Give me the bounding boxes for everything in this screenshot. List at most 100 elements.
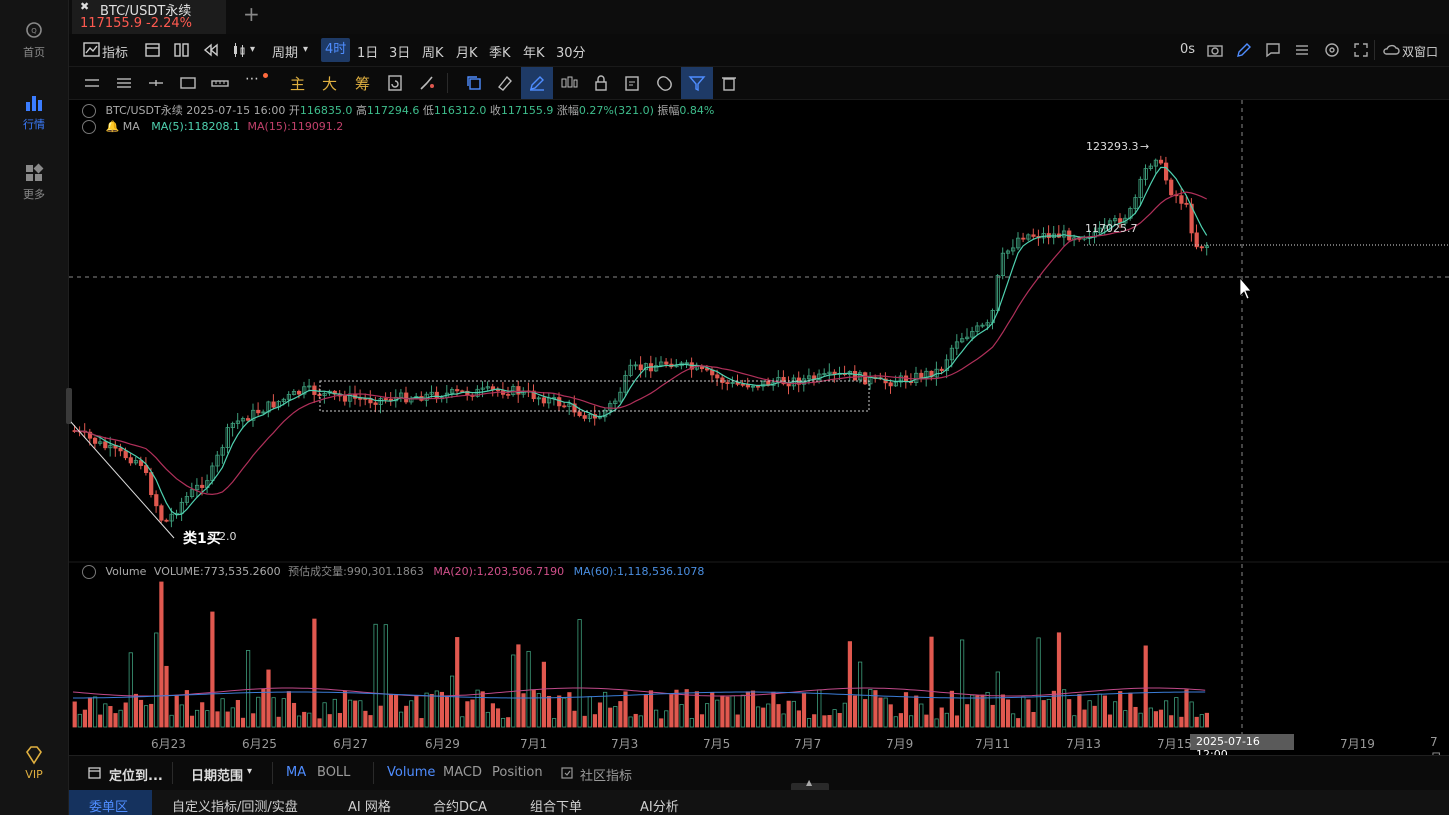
- candle: [536, 397, 541, 400]
- volume-bar: [995, 671, 1000, 728]
- interval-week[interactable]: 周K: [422, 46, 444, 61]
- settings-icon[interactable]: [1322, 40, 1342, 60]
- price-chart[interactable]: [69, 100, 1449, 755]
- candle-type-icon[interactable]: [230, 40, 250, 60]
- lock-icon[interactable]: [591, 73, 611, 93]
- chevron-down-icon[interactable]: ▾: [250, 44, 256, 55]
- period-button[interactable]: 周期: [272, 46, 299, 61]
- trash-icon[interactable]: [719, 73, 739, 93]
- range-box: [319, 380, 870, 412]
- candle: [480, 387, 485, 390]
- rectangle-icon[interactable]: [178, 73, 198, 93]
- magnet-icon[interactable]: [655, 73, 675, 93]
- layout-icon[interactable]: [172, 40, 192, 60]
- rail-item-market[interactable]: 行情: [0, 92, 68, 132]
- filter-icon[interactable]: [687, 73, 707, 93]
- main-chip-button[interactable]: 主: [290, 75, 306, 93]
- ind-tab-position[interactable]: Position: [492, 765, 543, 780]
- chip-distribution-button[interactable]: 筹: [355, 75, 371, 93]
- channel-icon[interactable]: [114, 73, 134, 93]
- fullscreen-icon[interactable]: [1351, 40, 1371, 60]
- panel-tab-orders[interactable]: 委单区: [69, 790, 152, 815]
- indicator-icon[interactable]: [82, 40, 102, 60]
- interval-month[interactable]: 月K: [456, 46, 478, 61]
- volume-bar: [434, 690, 439, 728]
- calendar-icon[interactable]: [143, 40, 163, 60]
- copy-icon[interactable]: [464, 73, 484, 93]
- crosshair-line-icon[interactable]: [146, 73, 166, 93]
- rail-item-more[interactable]: 更多: [0, 162, 68, 202]
- locate-icon[interactable]: [87, 765, 103, 781]
- rewind-icon[interactable]: [201, 40, 221, 60]
- volume-bar: [883, 697, 888, 728]
- date-range-button[interactable]: 日期范围: [191, 769, 244, 784]
- window-mode-button[interactable]: 双窗口: [1402, 45, 1439, 59]
- panel-expand-handle[interactable]: ▲: [791, 778, 829, 791]
- comment-icon[interactable]: [1263, 40, 1283, 60]
- rail-item-home[interactable]: Q 首页: [0, 20, 68, 60]
- interval-quarter[interactable]: 季K: [489, 46, 511, 61]
- volume-bar: [266, 669, 271, 728]
- panel-tab-dca[interactable]: 合约DCA: [433, 800, 487, 815]
- cloud-icon[interactable]: [1381, 40, 1401, 60]
- eraser-icon[interactable]: [495, 73, 515, 93]
- panel-tab-ai-analysis[interactable]: AI分析: [640, 800, 679, 815]
- collapse-toggle-icon[interactable]: [82, 120, 96, 134]
- community-icon[interactable]: [560, 766, 574, 780]
- candles-icon[interactable]: [559, 73, 579, 93]
- big-chip-button[interactable]: 大: [322, 75, 338, 93]
- panel-tab-custom[interactable]: 自定义指标/回测/实盘: [172, 800, 298, 815]
- chevron-down-icon[interactable]: ▾: [303, 44, 309, 55]
- panel-tab-combo[interactable]: 组合下单: [530, 800, 583, 815]
- volume-bar: [1021, 696, 1026, 728]
- candle: [654, 365, 659, 372]
- panel-tab-ai-grid[interactable]: AI 网格: [348, 800, 391, 815]
- volume-bar: [618, 701, 623, 728]
- ind-tab-macd[interactable]: MACD: [443, 765, 482, 780]
- volume-est-label: 预估成交量:: [288, 565, 347, 578]
- interval-year[interactable]: 年K: [523, 46, 545, 61]
- volume-bar: [832, 709, 837, 728]
- ind-tab-ma[interactable]: MA: [286, 765, 307, 780]
- volume-bar: [1128, 692, 1133, 728]
- volume-bar: [536, 693, 541, 728]
- add-tab-button[interactable]: +: [243, 2, 260, 26]
- indicators-button[interactable]: 指标: [102, 46, 129, 61]
- tab-close-icon[interactable]: ✖: [80, 0, 90, 13]
- vip-button[interactable]: VIP: [0, 744, 68, 781]
- ind-tab-volume[interactable]: Volume: [387, 765, 436, 780]
- refresh-doc-icon[interactable]: [385, 73, 405, 93]
- interval-4h[interactable]: 4时: [321, 38, 351, 62]
- community-indicators-button[interactable]: 社区指标: [580, 769, 633, 784]
- candle: [1113, 218, 1118, 222]
- ind-tab-boll[interactable]: BOLL: [317, 765, 351, 780]
- pen-draw-icon[interactable]: [527, 73, 547, 93]
- ruler-icon[interactable]: [210, 73, 230, 93]
- collapse-toggle-icon[interactable]: [82, 565, 96, 579]
- volume-bar: [1204, 712, 1209, 728]
- list-icon[interactable]: [1292, 40, 1312, 60]
- interval-30m[interactable]: 30分: [556, 46, 586, 61]
- edit-doc-icon[interactable]: [623, 73, 643, 93]
- collapse-toggle-icon[interactable]: [82, 104, 96, 118]
- more-tools-icon[interactable]: ⋯: [245, 71, 259, 87]
- brush-icon[interactable]: [417, 73, 437, 93]
- volume-bar: [256, 696, 261, 728]
- bell-icon[interactable]: 🔔: [105, 120, 120, 133]
- mouse-cursor: [1239, 276, 1252, 300]
- horizontal-lines-icon[interactable]: [82, 73, 102, 93]
- candle: [720, 377, 725, 383]
- interval-1d[interactable]: 1日: [357, 46, 379, 61]
- camera-icon[interactable]: [1205, 40, 1225, 60]
- volume-bar: [439, 691, 445, 728]
- chevron-down-icon[interactable]: ▾: [247, 766, 253, 777]
- rail-collapse-handle[interactable]: [66, 388, 72, 424]
- locate-button[interactable]: 定位到...: [109, 769, 163, 784]
- symbol-tab[interactable]: ✖ BTC/USDT永续 117155.9 -2.24%: [72, 0, 226, 34]
- candle: [954, 341, 960, 349]
- pencil-icon[interactable]: [1234, 40, 1254, 60]
- volume-bar: [490, 703, 496, 728]
- volume-bar: [1199, 714, 1204, 728]
- interval-3d[interactable]: 3日: [389, 46, 411, 61]
- ma15-value: MA(15):119091.2: [247, 120, 344, 133]
